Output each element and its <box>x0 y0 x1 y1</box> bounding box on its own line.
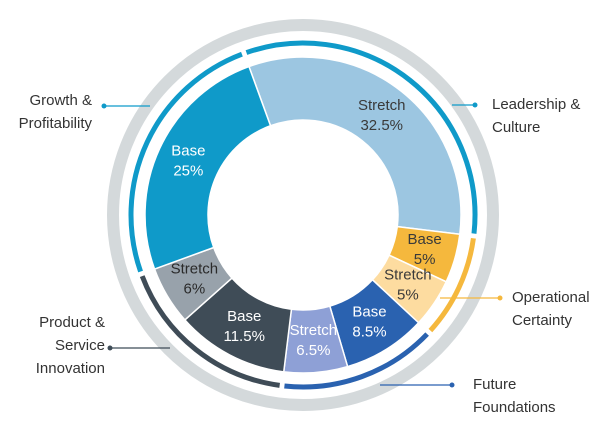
group-label: Leadership & <box>492 96 580 113</box>
group-label: Profitability <box>19 115 93 132</box>
group-arc <box>284 332 429 390</box>
group-label: Product & <box>39 314 105 331</box>
segment-value-label: 5% <box>397 287 419 304</box>
callout-dot <box>101 103 107 109</box>
group-label: Foundations <box>473 399 556 416</box>
group-arc <box>139 275 280 388</box>
segment-value-label: 8.5% <box>352 324 386 341</box>
segment-name: Base <box>171 143 205 160</box>
segment-name: Base <box>352 304 386 321</box>
segment-value-label: 11.5% <box>223 328 264 345</box>
donut-segment <box>247 56 462 236</box>
group-label: Future <box>473 376 516 393</box>
group-arc <box>428 238 476 333</box>
segment-name: Stretch <box>171 261 219 278</box>
outer-ring <box>107 19 499 411</box>
group-label: Growth & <box>29 92 92 109</box>
segment-name: Stretch <box>384 267 432 284</box>
segment-value-label: 32.5% <box>360 117 403 134</box>
group-label: Service <box>55 337 105 354</box>
group-arc <box>128 51 243 273</box>
group-label: Innovation <box>36 360 105 377</box>
segment-value-label: 6% <box>183 281 205 298</box>
segment-name: Stretch <box>358 97 406 114</box>
group-arc <box>245 40 478 234</box>
group-label: Operational <box>512 289 590 306</box>
segment-value-label: 5% <box>414 251 436 268</box>
segment-value-label: 6.5% <box>296 342 330 359</box>
callout-dot <box>449 382 455 388</box>
segment-value-label: 25% <box>173 163 203 180</box>
segment-name: Stretch <box>290 322 338 339</box>
callout-dot <box>497 295 503 301</box>
callout-dot <box>472 102 478 108</box>
group-label: Culture <box>492 119 540 136</box>
segment-name: Base <box>407 231 441 248</box>
callout-dot <box>107 345 113 351</box>
segment-name: Base <box>227 308 261 325</box>
group-label: Certainty <box>512 312 573 329</box>
donut-segment <box>144 65 272 271</box>
